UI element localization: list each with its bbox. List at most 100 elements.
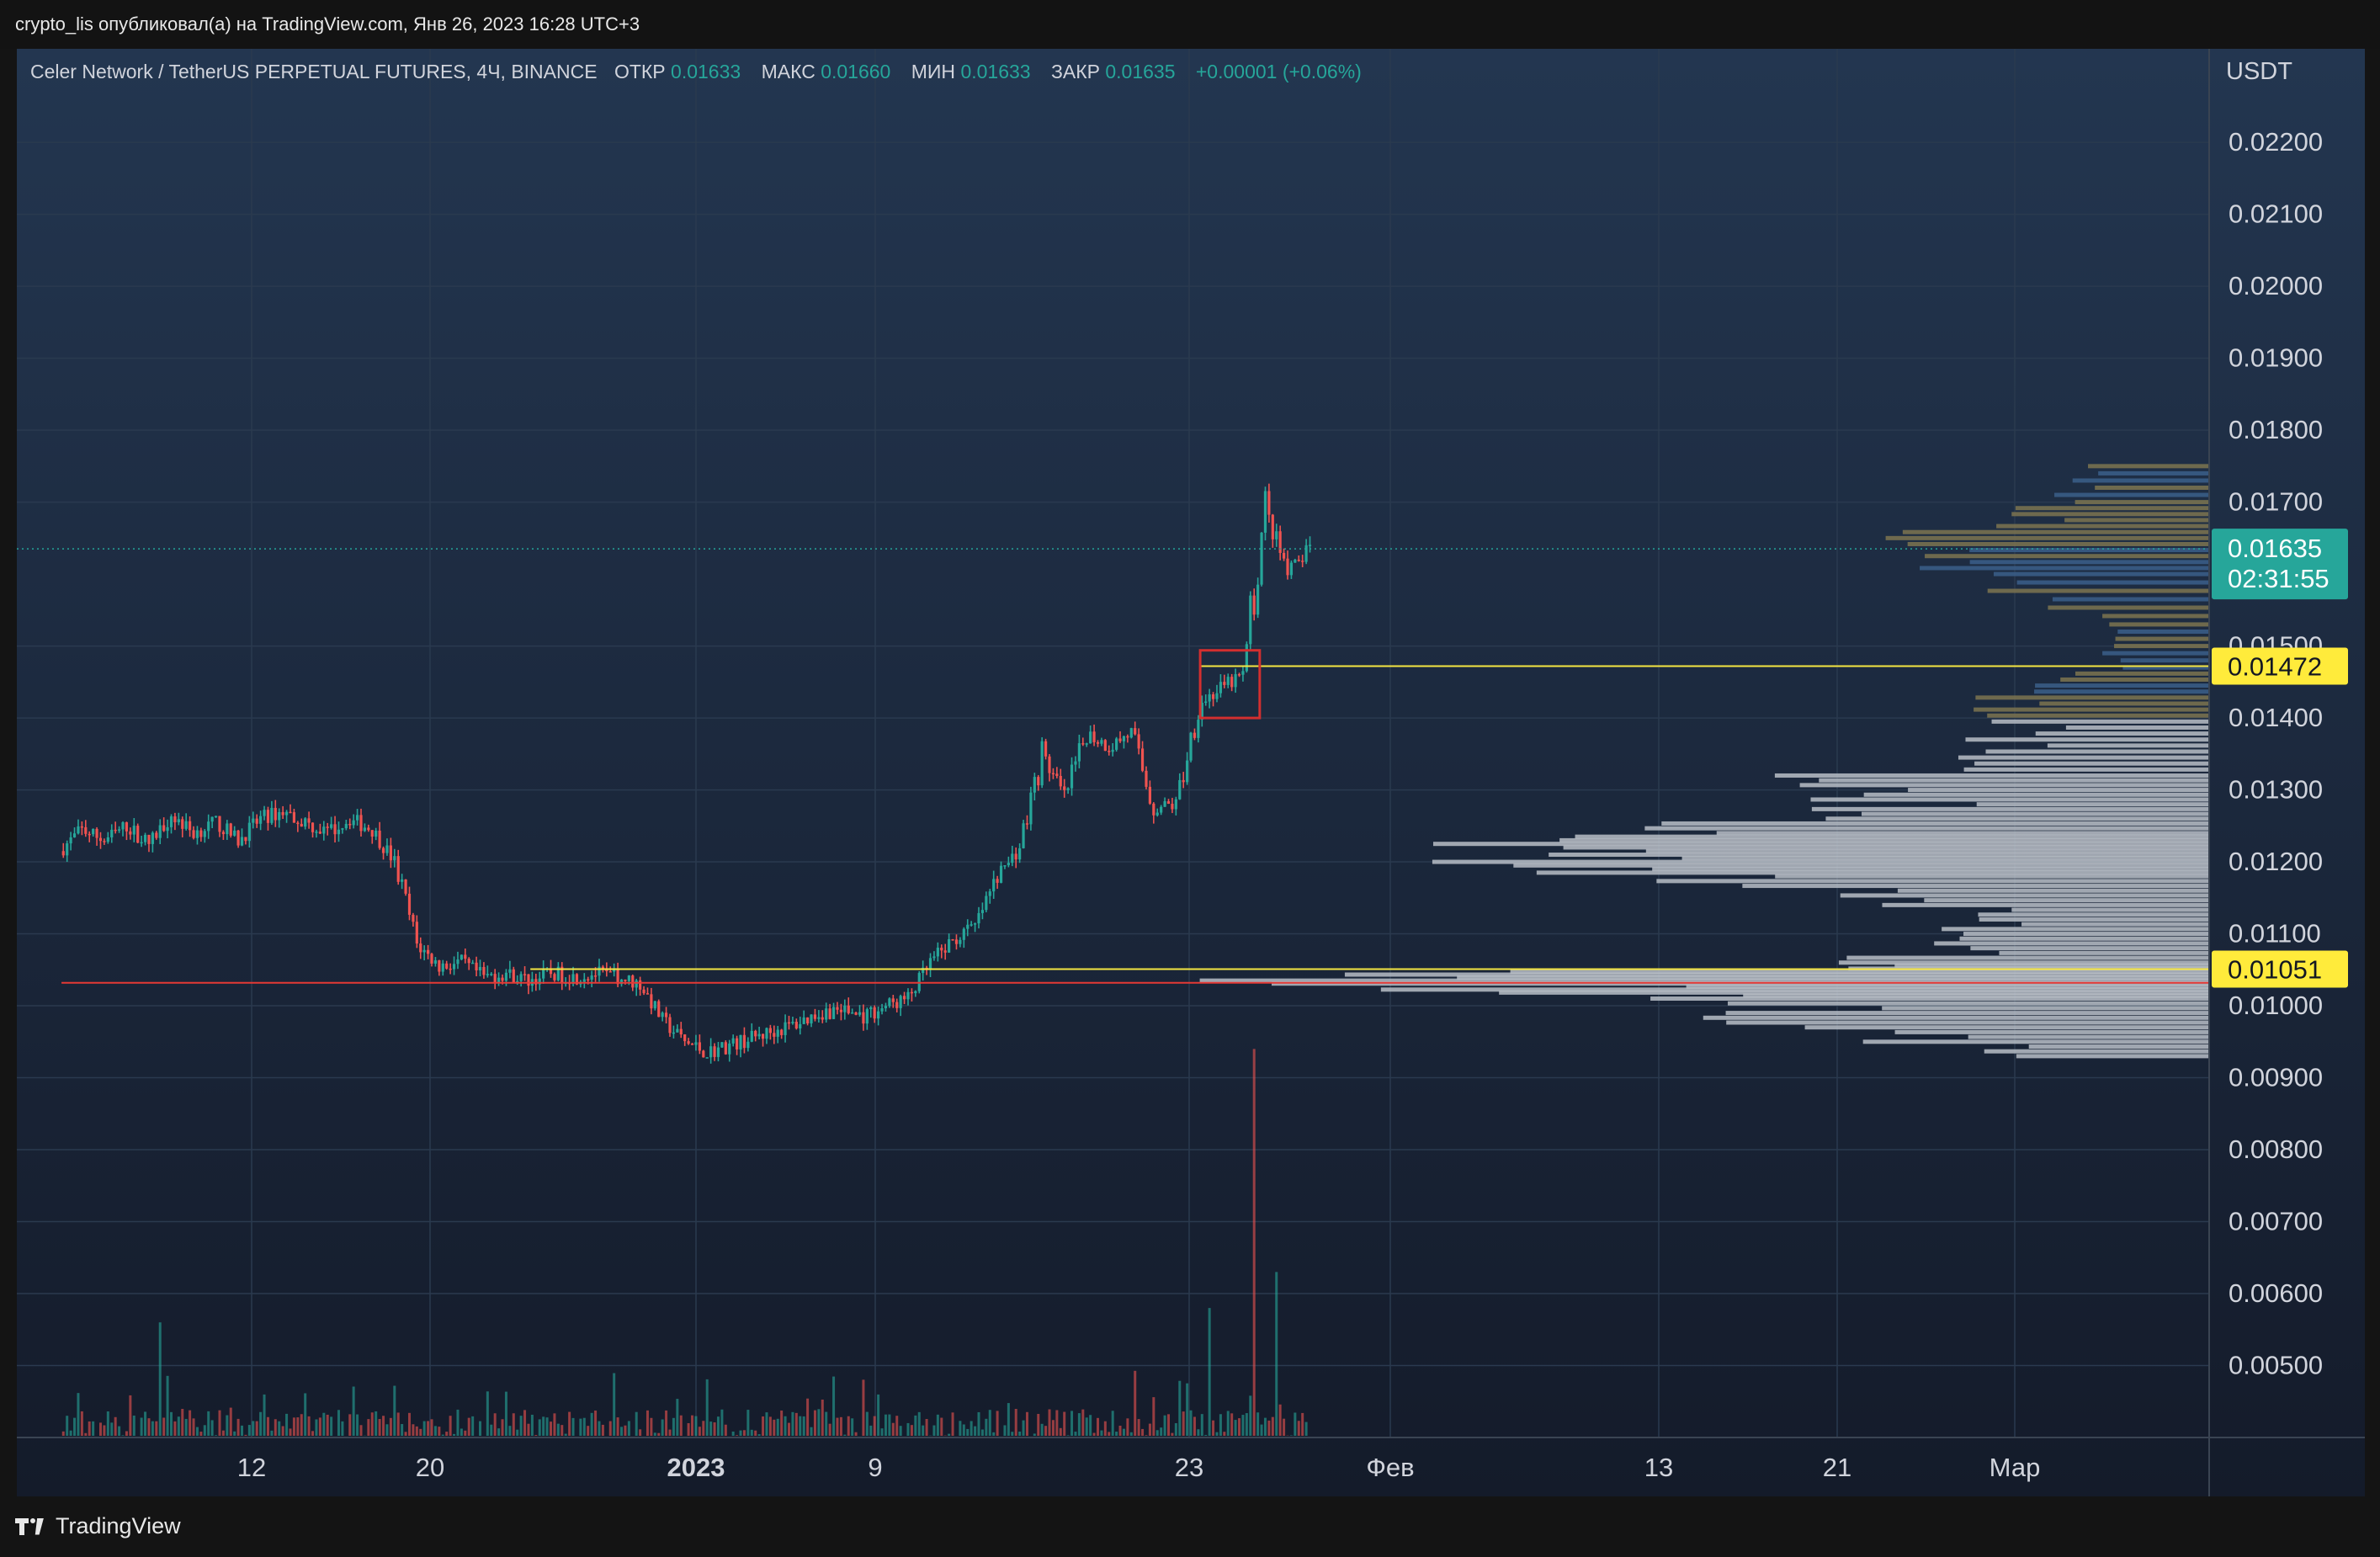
candle-body [69,837,72,844]
candle-body [1085,743,1088,745]
price-tick-label: 0.01200 [2229,847,2323,876]
price-tick-label: 0.01000 [2229,991,2323,1020]
volume-bar [199,1432,203,1436]
volume-bar [1044,1426,1048,1436]
volume-bar [742,1430,746,1436]
volume-bar [1197,1429,1200,1436]
candle-body [776,1029,779,1037]
volume-bar [177,1416,180,1436]
volume-bar [1059,1427,1062,1436]
volume-bar [925,1419,928,1436]
volume-bar [80,1411,83,1436]
candle-body [1278,531,1282,553]
candle-body [501,977,504,981]
time-axis[interactable]: 12 20 2023 9 23 Фев 13 21 Мар [237,1453,2041,1482]
candle-body [318,832,321,834]
volume-profile-bar [2028,1044,2209,1049]
volume-bar [780,1410,784,1436]
volume-bar [422,1421,426,1436]
volume-bar [1289,1435,1293,1436]
volume-profile-bar [1959,936,2209,941]
price-tick-label: 0.00900 [2229,1063,2323,1092]
price-tick-label: 0.00600 [2229,1278,2323,1308]
volume-bar [236,1418,240,1436]
volume-bar [88,1421,91,1436]
candle-body [103,841,106,842]
candle-body [731,1038,735,1044]
candle-body [281,811,284,816]
candle-body [746,1041,750,1049]
time-tick-label: Фев [1366,1453,1414,1482]
candle-body [627,975,630,981]
volume-profile-bar [1811,806,2209,811]
volume-bar [1137,1419,1140,1436]
volume-bar [203,1425,206,1436]
candle-body [865,1009,869,1024]
candle-body [728,1043,731,1055]
volume-bar [702,1421,705,1436]
grid-lines [17,49,2209,1437]
price-levels [17,548,2209,984]
volume-profile-bar [1974,707,2209,712]
volume-bar [1145,1435,1148,1436]
volume-bar [118,1426,121,1436]
price-axis[interactable]: 0.02200 0.02100 0.02000 0.01900 0.01800 0.017… [2229,127,2323,1379]
candle-body [1044,741,1048,757]
candle-body [259,816,263,824]
volume-bar [1096,1417,1099,1436]
candle-body [657,1001,661,1018]
candlestick-chart[interactable]: 0.02200 0.02100 0.02000 0.01900 0.01800 0.017… [0,0,2380,1500]
price-tick-label: 0.01300 [2229,775,2323,805]
volume-bar [415,1426,418,1436]
highlight-box [1198,649,1262,720]
volume-bar [464,1430,467,1436]
candle-body [560,966,564,983]
candle-body [132,826,135,835]
volume-bar [560,1425,564,1436]
volume-bar [1066,1435,1070,1436]
volume-bar [1249,1395,1252,1436]
volume-profile-bar [1799,783,2209,788]
volume-bar [438,1427,441,1436]
candle-body [162,825,166,832]
volume-bar [679,1415,683,1436]
candle-body [593,975,598,977]
candle-body [1189,732,1193,761]
candle-body [750,1030,753,1042]
volume-profile-bar [1987,588,2209,593]
candle-body [709,1046,713,1058]
candle-body [724,1042,727,1055]
volume-bar [252,1421,255,1436]
candle-body [247,822,251,842]
candle-body [508,969,512,973]
volume-bar [762,1416,765,1436]
candle-body [344,823,348,829]
candle-body [575,974,579,985]
volume-bar [110,1422,114,1436]
volume-bar [657,1432,661,1436]
volume-bar [851,1418,854,1436]
volume-bar [839,1416,842,1436]
candle-body [252,818,255,823]
volume-profile-bar [1969,560,2209,565]
candle-body [1100,740,1103,744]
tradingview-logo[interactable]: TradingView [15,1513,181,1539]
volume-profile-bar [1925,554,2209,559]
candle-body [1070,764,1074,789]
volume-bar [1025,1411,1028,1436]
price-tick-label: 0.00700 [2229,1207,2323,1236]
volume-bar [192,1418,195,1436]
candle-body [426,949,430,954]
candle-body [1066,788,1070,790]
candle-body [847,1005,850,1013]
candle-body [608,971,612,973]
candle-body [1163,801,1166,807]
volume-bar [1126,1418,1129,1436]
volume-bar [493,1413,497,1436]
candle-body [1234,674,1237,688]
volume-bar [1089,1415,1092,1436]
volume-profile-bar [1861,811,2209,816]
volume-profile-bar [1716,831,2209,836]
volume-bar [832,1376,836,1436]
candle-body [1308,545,1312,546]
